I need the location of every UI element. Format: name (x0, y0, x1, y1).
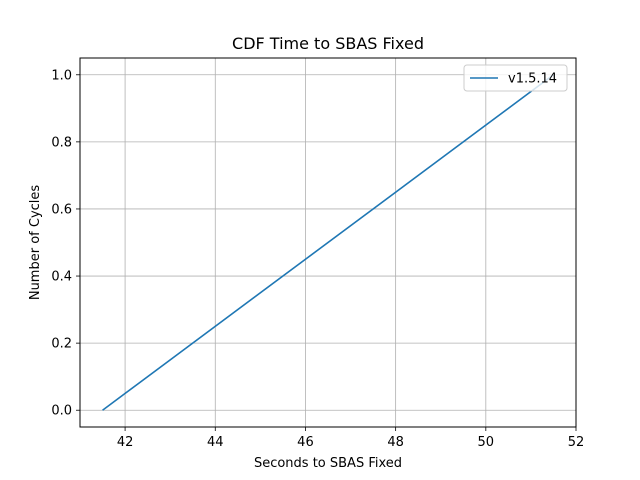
legend: v1.5.14 (463, 64, 568, 92)
x-tick-label: 52 (568, 435, 585, 450)
series-layer (102, 74, 554, 411)
y-tick-label: 1.0 (51, 68, 72, 83)
x-tick-label: 44 (207, 435, 224, 450)
y-axis-label: Number of Cycles (28, 185, 43, 301)
y-tick-label: 0.4 (51, 270, 72, 285)
y-tick-label: 0.6 (51, 202, 72, 217)
chart-title: CDF Time to SBAS Fixed (232, 34, 424, 53)
ticks: 42 44 46 48 50 52 0.0 0.2 0.4 0.6 0.8 1.0 (51, 68, 584, 450)
x-tick-label: 50 (478, 435, 495, 450)
legend-box (463, 64, 568, 92)
y-tick-label: 0.8 (51, 135, 72, 150)
x-tick-label: 48 (387, 435, 404, 450)
legend-label: v1.5.14 (508, 72, 557, 87)
x-tick-label: 42 (117, 435, 134, 450)
plot-frame (79, 57, 577, 428)
y-tick-label: 0.0 (51, 404, 72, 419)
series-line-v1.5.14 (102, 74, 554, 411)
x-tick-label: 46 (297, 435, 314, 450)
x-axis-label: Seconds to SBAS Fixed (254, 456, 402, 471)
y-tick-label: 0.2 (51, 337, 72, 352)
grid-lines (80, 58, 577, 427)
